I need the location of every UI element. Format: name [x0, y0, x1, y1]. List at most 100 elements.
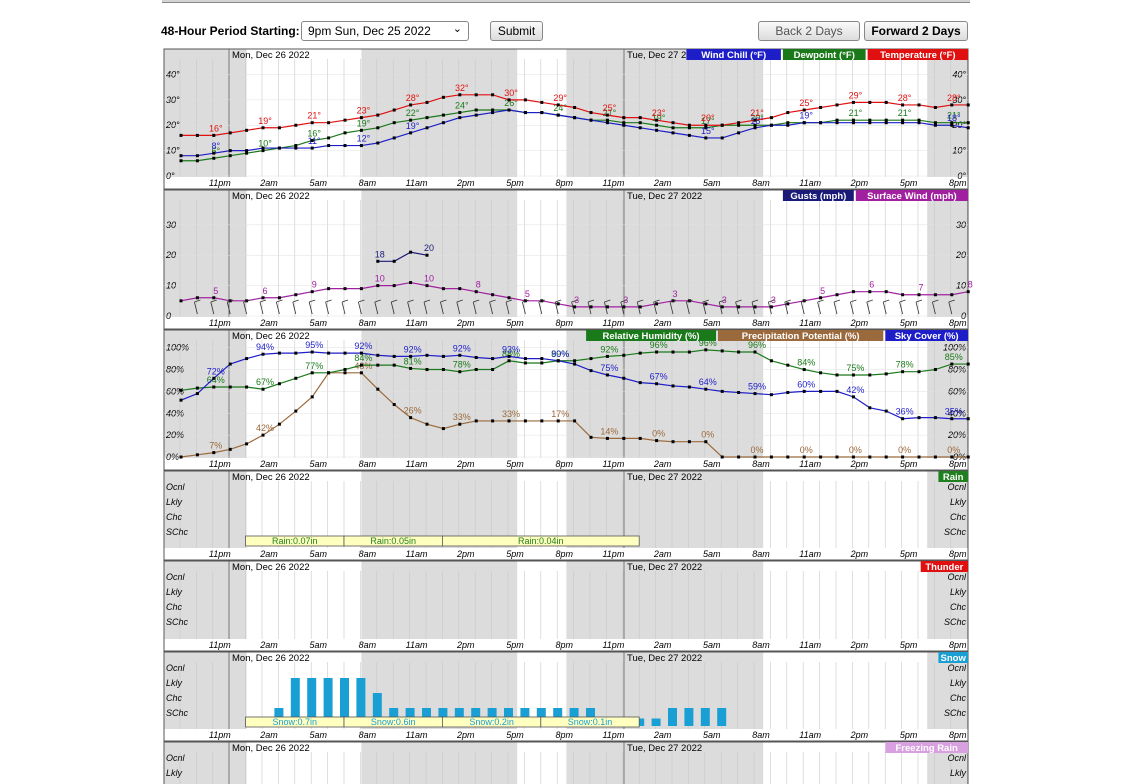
wind-barb — [522, 299, 529, 303]
qpf-total-label: Rain:0.07in — [272, 536, 318, 546]
data-point — [622, 305, 626, 309]
data-label: 32° — [455, 83, 469, 93]
data-point — [359, 287, 363, 291]
data-point — [195, 133, 199, 137]
data-point — [687, 126, 691, 130]
data-point — [655, 118, 659, 122]
data-point — [392, 121, 396, 125]
data-label: 21° — [947, 111, 961, 121]
data-point — [605, 373, 609, 377]
data-label: 16° — [209, 123, 223, 133]
data-label: 60% — [797, 379, 815, 389]
wind-barb — [817, 299, 824, 303]
wind-barb — [227, 299, 234, 303]
period-select[interactable]: 9pm Sun, Dec 25 2022 ⌄ — [301, 21, 469, 41]
wind-barb — [407, 301, 411, 315]
data-label: 75% — [846, 363, 864, 373]
legend-swatch — [867, 49, 968, 60]
data-point — [327, 121, 331, 125]
data-label: 0% — [652, 429, 665, 439]
wind-barb — [899, 299, 906, 303]
date-label-day1: Mon, Dec 26 2022 — [232, 472, 310, 483]
data-label: 33% — [453, 412, 471, 422]
data-point — [868, 100, 872, 104]
night-shade — [164, 471, 247, 548]
hour-tick-label: 5pm — [506, 640, 524, 650]
forward-2-days-button[interactable]: Forward 2 Days — [864, 21, 968, 41]
data-point — [212, 296, 216, 300]
data-label: 21° — [898, 108, 912, 118]
data-label: 18 — [375, 249, 385, 259]
data-point — [950, 121, 954, 125]
data-point — [556, 302, 560, 306]
level-label: Lkly — [166, 587, 183, 597]
data-label: 67% — [650, 372, 668, 382]
data-point — [720, 123, 724, 127]
hour-tick-label: 11am — [799, 549, 821, 559]
submit-button[interactable]: Submit — [490, 21, 543, 41]
data-point — [359, 116, 363, 120]
hour-tick-label: 2am — [653, 178, 672, 188]
hour-tick-label: 5pm — [506, 178, 524, 188]
wind-barb — [341, 301, 346, 315]
hour-tick-label: 2pm — [456, 178, 475, 188]
wind-barb — [423, 301, 428, 315]
data-label: 19° — [357, 118, 371, 128]
night-shade — [361, 471, 518, 548]
data-point — [474, 93, 478, 97]
data-label: 19° — [652, 113, 666, 123]
night-shade — [566, 652, 764, 729]
hour-tick-label: 2am — [259, 459, 278, 469]
data-point — [409, 416, 413, 420]
snow-bar — [372, 693, 382, 726]
panel-rain-bg — [164, 471, 968, 560]
data-point — [737, 350, 741, 354]
data-point — [425, 422, 429, 426]
data-point — [277, 422, 281, 426]
level-label: Lkly — [950, 768, 967, 778]
hour-tick-label: 8am — [752, 730, 770, 740]
wind-barb — [735, 299, 742, 303]
date-label-day2: Tue, Dec 27 2022 — [627, 653, 702, 664]
data-point — [966, 417, 970, 421]
data-point — [573, 305, 577, 309]
data-point — [704, 302, 708, 306]
data-label: 8 — [968, 280, 973, 290]
wind-barb — [554, 301, 559, 315]
level-label: Ocnl — [166, 482, 186, 492]
data-point — [966, 290, 970, 294]
hour-tick-label: 5pm — [900, 318, 918, 328]
data-point — [884, 409, 888, 413]
qpf-total-label: Snow:0.2in — [469, 717, 514, 727]
data-point — [671, 384, 675, 388]
data-point — [523, 98, 527, 102]
data-point — [261, 352, 265, 356]
hour-tick-label: 11am — [799, 459, 821, 469]
data-point — [655, 302, 659, 306]
data-label: 26% — [404, 406, 422, 416]
data-point — [687, 123, 691, 127]
date-label-day2: Tue, Dec 27 2022 — [627, 191, 702, 202]
hour-tick-label: 8pm — [555, 549, 573, 559]
data-point — [737, 390, 741, 394]
wind-barb — [505, 299, 513, 303]
data-label: 29° — [553, 93, 567, 103]
data-point — [933, 416, 937, 420]
data-point — [884, 100, 888, 104]
data-point — [966, 121, 970, 125]
wind-barb — [866, 301, 871, 315]
data-label: 9 — [312, 280, 317, 290]
data-point — [228, 362, 232, 366]
hour-tick-label: 5am — [703, 640, 721, 650]
back-2-days-button[interactable]: Back 2 Days — [758, 21, 860, 41]
data-point — [376, 353, 380, 357]
data-point — [835, 389, 839, 393]
hour-tick-label: 8pm — [949, 730, 967, 740]
data-point — [622, 121, 626, 125]
hour-tick-label: 8pm — [949, 549, 967, 559]
level-label: SChc — [944, 527, 967, 537]
night-shade — [927, 330, 968, 458]
data-point — [819, 121, 823, 125]
legend-label: Gusts (mph) — [790, 191, 846, 202]
data-label: 59% — [748, 382, 766, 392]
